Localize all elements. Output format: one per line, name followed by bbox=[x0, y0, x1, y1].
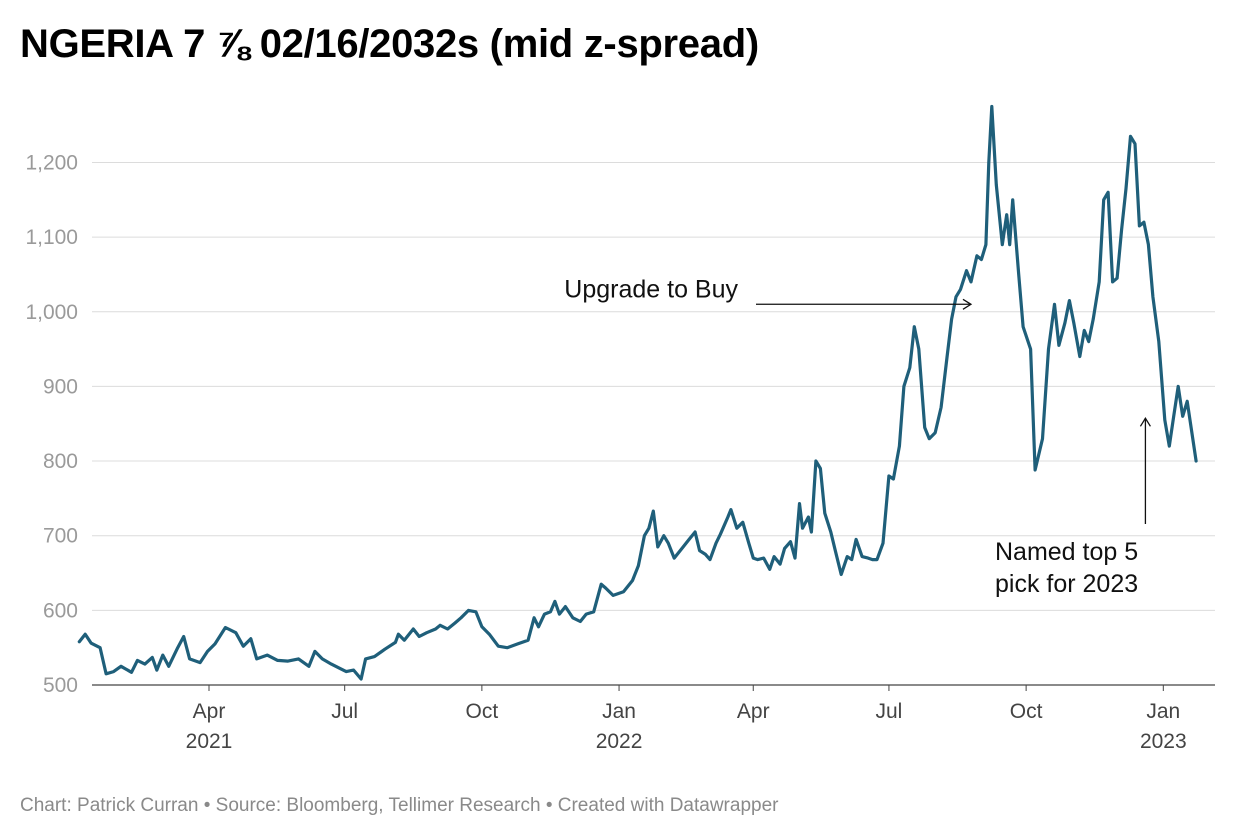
x-tick-year-label: 2021 bbox=[186, 730, 233, 753]
annotation-upgrade-label: Upgrade to Buy bbox=[564, 275, 738, 303]
annotation-top5-arrowhead bbox=[1139, 417, 1151, 427]
annotation-top5-label-line1: Named top 5 bbox=[995, 538, 1138, 566]
x-axis-ticks: Apr 2021 Jul Oct Jan 2022 Apr Jul Oct Jan 2023 bbox=[186, 685, 1187, 753]
annotation-top5-label-line2: pick for 2023 bbox=[995, 570, 1138, 598]
gridlines bbox=[92, 161, 1215, 686]
y-tick-label: 1,100 bbox=[25, 226, 78, 249]
x-tick-label: Jan bbox=[602, 700, 636, 723]
x-tick-label: Jul bbox=[876, 700, 903, 723]
y-tick-label: 1,000 bbox=[25, 301, 78, 324]
chart-footer: Chart: Patrick Curran • Source: Bloomber… bbox=[20, 795, 779, 816]
y-axis-ticks: 500 600 700 800 900 1,000 1,100 1,200 bbox=[25, 151, 78, 697]
x-tick-label: Apr bbox=[737, 700, 770, 723]
chart-title: NGERIA 7 ⅞ 02/16/2032s (mid z-spread) bbox=[20, 22, 759, 66]
x-tick-year-label: 2023 bbox=[1140, 730, 1187, 753]
x-tick-label: Jul bbox=[331, 700, 358, 723]
y-tick-label: 800 bbox=[43, 450, 78, 473]
y-tick-label: 600 bbox=[43, 599, 78, 622]
x-tick-label: Jan bbox=[1146, 700, 1180, 723]
annotation-upgrade-arrowhead bbox=[962, 298, 973, 310]
y-tick-label: 700 bbox=[43, 525, 78, 548]
x-tick-label: Oct bbox=[466, 700, 499, 723]
annotations: Upgrade to Buy Named top 5 pick for 2023 bbox=[564, 275, 1151, 598]
series-line bbox=[77, 104, 1198, 681]
x-tick-year-label: 2022 bbox=[596, 730, 643, 753]
x-tick-label: Apr bbox=[193, 700, 226, 723]
y-tick-label: 900 bbox=[43, 375, 78, 398]
y-tick-label: 1,200 bbox=[25, 151, 78, 174]
y-tick-label: 500 bbox=[43, 674, 78, 697]
x-tick-label: Oct bbox=[1010, 700, 1043, 723]
